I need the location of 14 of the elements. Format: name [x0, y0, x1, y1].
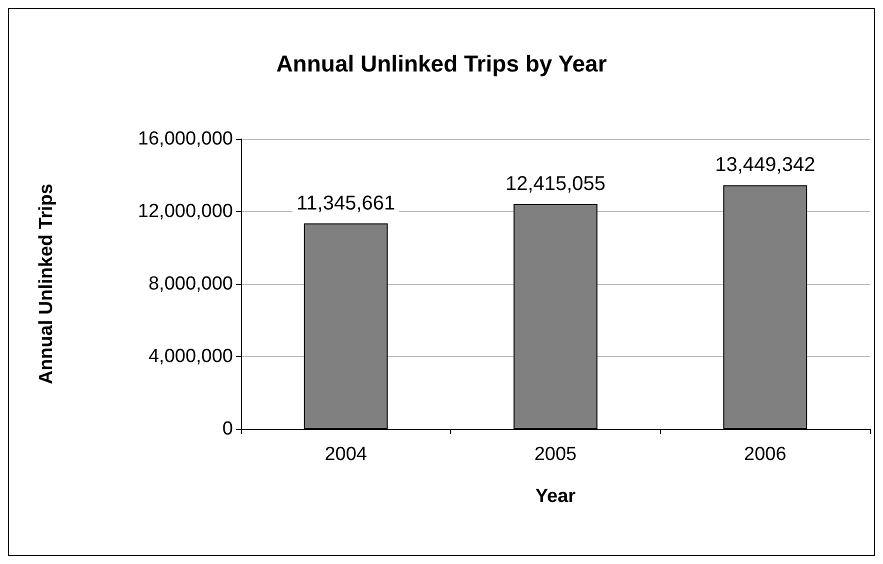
- x-tick-label: 2004: [324, 444, 368, 465]
- y-tick-label: 0: [222, 418, 233, 440]
- chart-title: Annual Unlinked Trips by Year: [276, 50, 607, 76]
- y-tick-label: 8,000,000: [148, 274, 233, 294]
- x-tick-label: 2005: [534, 444, 577, 465]
- data-label: 13,449,342: [715, 154, 816, 176]
- data-label: 12,415,055: [505, 172, 606, 195]
- y-tick-label: 4,000,000: [148, 346, 233, 367]
- x-axis-title: Year: [535, 486, 576, 507]
- y-tick-label: 16,000,000: [138, 128, 233, 150]
- x-tick-label: 2006: [744, 444, 786, 465]
- data-label: 11,345,661: [296, 192, 396, 214]
- y-tick-label: 12,000,000: [138, 201, 233, 222]
- y-axis-title: Annual Unlinked Trips: [36, 184, 57, 384]
